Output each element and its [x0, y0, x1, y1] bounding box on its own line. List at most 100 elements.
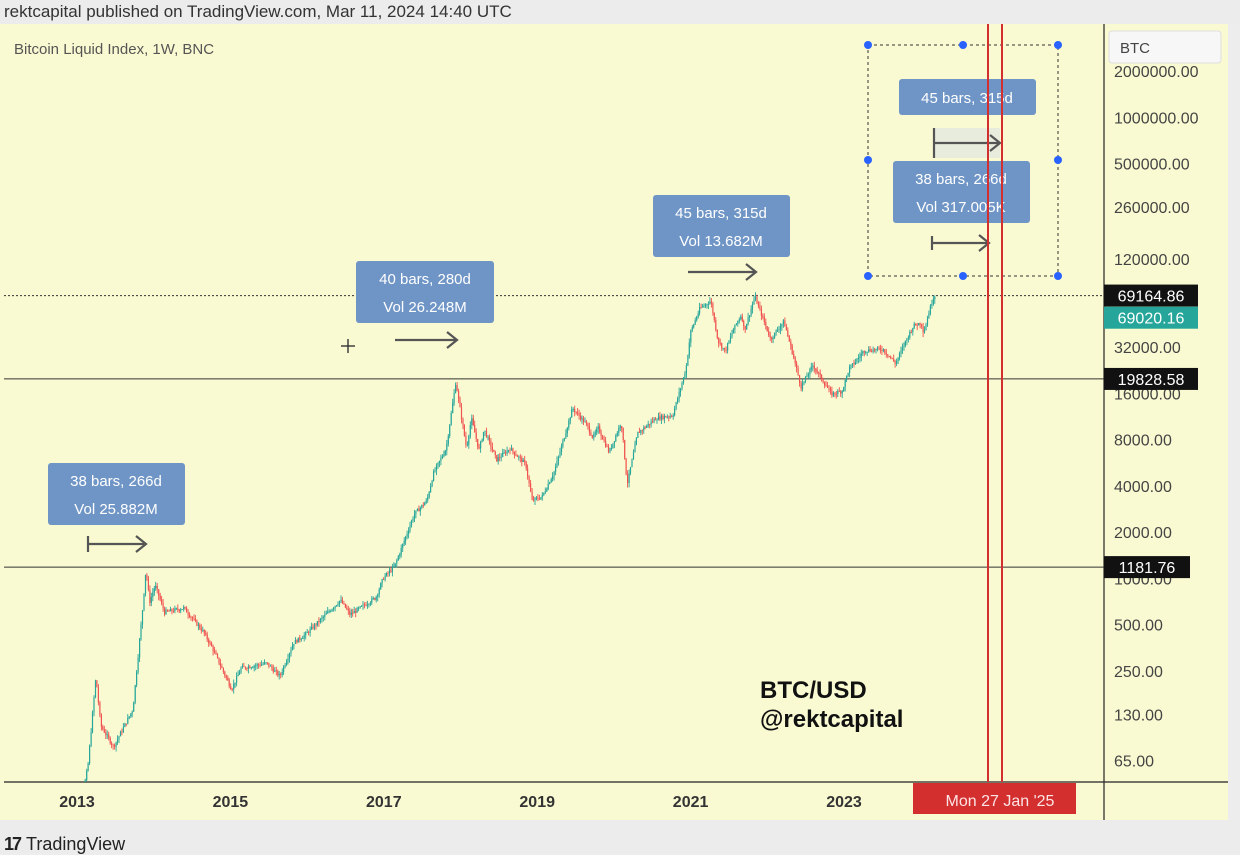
- candle-body: [166, 610, 169, 611]
- handle-bottom-mid[interactable]: [959, 272, 967, 280]
- candle-body: [437, 462, 439, 466]
- candle-body: [907, 337, 909, 339]
- annotation-box-5[interactable]: 38 bars, 266d Vol 317.005K: [893, 161, 1030, 223]
- crosshair-cursor-icon: [341, 339, 355, 353]
- candle-body: [303, 635, 305, 639]
- candle-body: [288, 653, 291, 659]
- candle-body: [793, 354, 795, 358]
- y-tick-label: 1000000.00: [1114, 110, 1199, 127]
- candle-body: [427, 497, 429, 501]
- candle-body: [293, 644, 295, 646]
- candle-body: [568, 420, 570, 428]
- candle-body: [547, 483, 549, 489]
- candle-body: [684, 374, 686, 378]
- candle-body: [319, 618, 321, 622]
- candle-body: [588, 426, 590, 433]
- candle-body: [460, 407, 463, 420]
- candle-body: [657, 416, 660, 420]
- currency-button[interactable]: [1108, 30, 1222, 64]
- candle-body: [402, 544, 404, 548]
- tradingview-logo[interactable]: 17 TradingView: [4, 834, 125, 855]
- candle-body: [656, 420, 658, 421]
- candle-body: [406, 533, 408, 537]
- candle-body: [249, 666, 251, 669]
- candle-body: [718, 337, 720, 343]
- candle-body: [321, 617, 323, 619]
- candle-body: [231, 689, 233, 691]
- candle-body: [898, 353, 901, 358]
- candle-body: [453, 392, 455, 403]
- y-tick-label: 2000000.00: [1114, 64, 1199, 81]
- candle-body: [438, 460, 440, 463]
- candle-body: [224, 671, 226, 676]
- candle-body: [255, 665, 257, 667]
- handle-mid-right[interactable]: [1054, 156, 1062, 164]
- candle-body: [156, 585, 158, 590]
- candle-body: [934, 296, 936, 300]
- handle-top-right[interactable]: [1054, 41, 1062, 49]
- candle-body: [612, 443, 614, 448]
- candle-body: [372, 598, 374, 599]
- candle-body: [236, 676, 238, 683]
- candle-body: [158, 589, 160, 596]
- handle-mid-left[interactable]: [864, 156, 872, 164]
- candle-body: [897, 357, 899, 362]
- candle-body: [462, 419, 464, 426]
- candle-body: [609, 448, 611, 452]
- candle-body: [581, 418, 583, 420]
- y-tick-label: 16000.00: [1114, 386, 1181, 403]
- handle-top-mid[interactable]: [959, 41, 967, 49]
- candle-body: [885, 352, 887, 355]
- selection-handles[interactable]: [864, 41, 1062, 280]
- candle-body: [738, 319, 740, 322]
- candle-body: [375, 596, 377, 600]
- candle-body: [829, 388, 832, 391]
- candle-body: [143, 593, 145, 611]
- candle-body: [904, 340, 906, 346]
- candle-body: [577, 412, 579, 414]
- candle-body: [909, 331, 911, 338]
- candle-body: [649, 423, 651, 425]
- handle-top-left[interactable]: [864, 41, 872, 49]
- y-tick-label: 32000.00: [1114, 340, 1181, 357]
- candle-body: [87, 763, 89, 771]
- candle-body: [810, 366, 812, 370]
- candlestick-series: [84, 292, 936, 782]
- candle-body: [654, 419, 657, 421]
- candle-body: [356, 608, 358, 613]
- y-tick-label: 4000.00: [1114, 479, 1172, 496]
- candle-body: [466, 444, 468, 446]
- candle-body: [675, 402, 677, 409]
- annotation-box-4[interactable]: 45 bars, 315d: [899, 79, 1036, 115]
- candle-body: [190, 616, 192, 618]
- candle-body: [728, 340, 730, 344]
- candle-body: [222, 668, 224, 672]
- candle-body: [853, 363, 855, 365]
- candle-body: [269, 665, 271, 667]
- y-tick-label: 120000.00: [1114, 252, 1190, 269]
- annotation-box-2[interactable]: 40 bars, 280d Vol 26.248M: [356, 261, 494, 323]
- candle-body: [340, 599, 342, 601]
- handle-bottom-left[interactable]: [864, 272, 872, 280]
- candle-body: [925, 324, 927, 331]
- candle-body: [313, 624, 316, 629]
- candle-body: [784, 320, 786, 327]
- candle-body: [921, 324, 923, 326]
- candle-body: [679, 388, 682, 392]
- candle-body: [572, 409, 574, 410]
- candle-body: [750, 308, 752, 316]
- candle-body: [131, 711, 133, 714]
- candle-body: [727, 343, 729, 351]
- candle-body: [585, 421, 587, 424]
- candle-body: [469, 424, 471, 436]
- candle-body: [390, 570, 392, 572]
- annotation-box-1[interactable]: 38 bars, 266d Vol 25.882M: [48, 463, 185, 525]
- candle-body: [602, 436, 604, 440]
- handle-bottom-right[interactable]: [1054, 272, 1062, 280]
- candle-body: [481, 439, 483, 442]
- annotation-box-3[interactable]: 45 bars, 315d Vol 13.682M: [653, 195, 790, 257]
- candle-body: [674, 408, 676, 416]
- candle-body: [740, 316, 742, 320]
- candle-body: [378, 589, 380, 595]
